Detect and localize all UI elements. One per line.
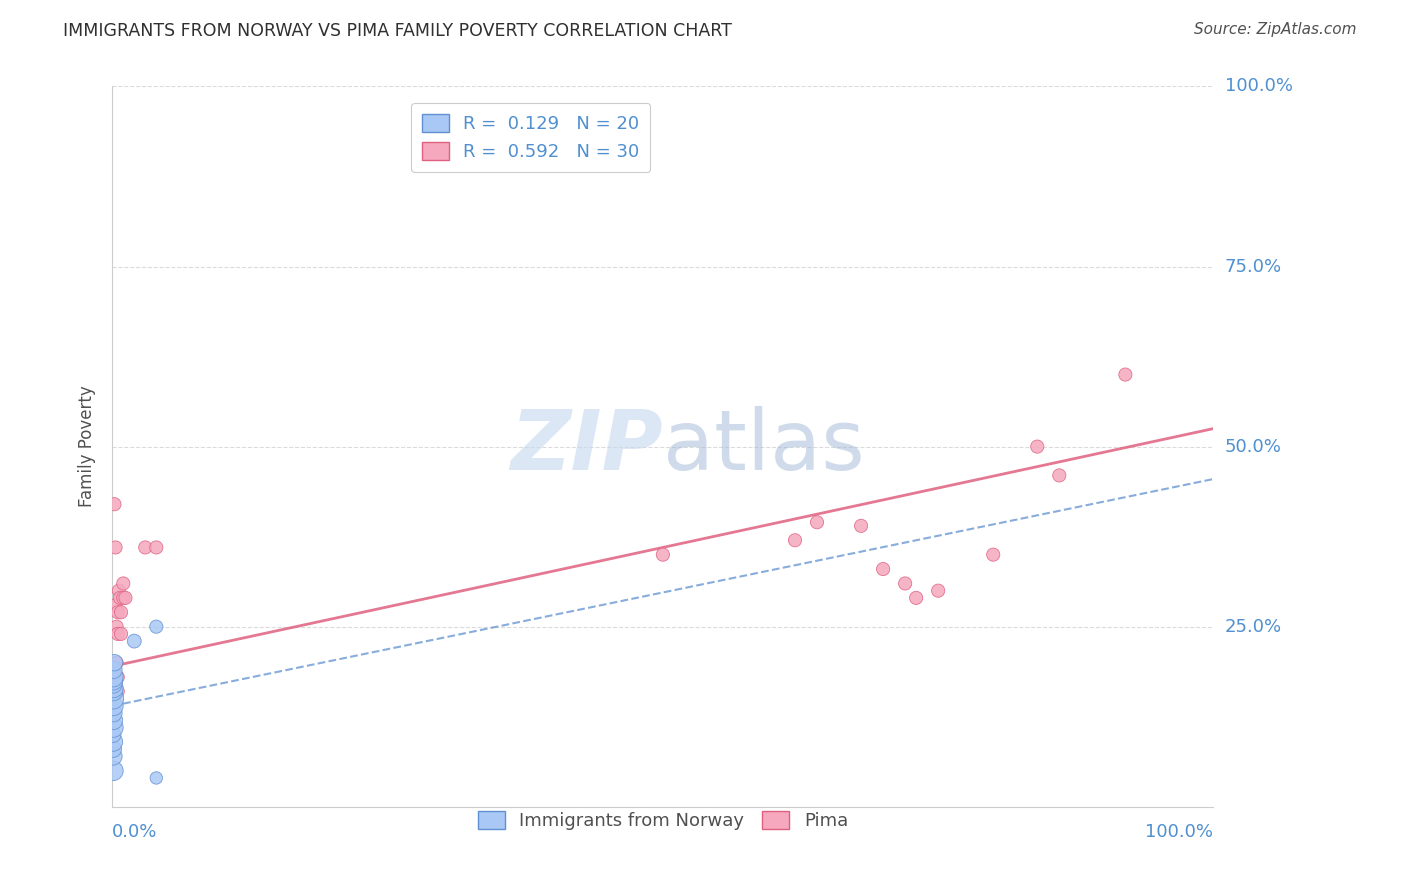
Text: 50.0%: 50.0% (1225, 438, 1281, 456)
Point (103, 681, 125, 695)
Point (107, 605, 129, 619)
Text: Source: ZipAtlas.com: Source: ZipAtlas.com (1194, 22, 1357, 37)
Y-axis label: Family Poverty: Family Poverty (79, 385, 96, 508)
Point (103, 670, 125, 684)
Point (145, 541, 167, 555)
Point (103, 677, 125, 691)
Point (1026, 440, 1049, 454)
Text: 100.0%: 100.0% (1225, 78, 1292, 95)
Point (981, 548, 1004, 562)
Point (112, 591, 135, 605)
Point (103, 698, 125, 713)
Point (905, 591, 928, 605)
Point (110, 627, 132, 641)
Text: 0.0%: 0.0% (112, 823, 157, 841)
Point (103, 691, 125, 706)
Point (145, 620, 167, 634)
Text: IMMIGRANTS FROM NORWAY VS PIMA FAMILY POVERTY CORRELATION CHART: IMMIGRANTS FROM NORWAY VS PIMA FAMILY PO… (63, 22, 733, 40)
Point (107, 684, 129, 698)
Point (103, 673, 125, 688)
Point (105, 620, 128, 634)
Point (107, 670, 129, 684)
Point (105, 656, 128, 670)
Point (104, 598, 127, 612)
Point (134, 541, 156, 555)
Point (894, 576, 917, 591)
Point (108, 583, 131, 598)
Text: ZIP: ZIP (510, 406, 662, 487)
Point (107, 627, 129, 641)
Text: 25.0%: 25.0% (1225, 617, 1282, 636)
Legend: Immigrants from Norway, Pima: Immigrants from Norway, Pima (471, 804, 855, 838)
Point (108, 591, 131, 605)
Point (651, 548, 673, 562)
Point (114, 591, 136, 605)
Point (103, 714, 125, 728)
Point (1114, 368, 1136, 382)
Point (103, 663, 125, 677)
Point (872, 562, 894, 576)
Point (103, 721, 125, 735)
Point (849, 519, 872, 533)
Text: 100.0%: 100.0% (1146, 823, 1213, 841)
Point (112, 576, 135, 591)
Point (103, 764, 125, 778)
Point (122, 634, 145, 648)
Point (103, 728, 125, 742)
Point (103, 656, 125, 670)
Point (1047, 468, 1070, 483)
Point (103, 735, 125, 749)
Text: atlas: atlas (662, 406, 865, 487)
Point (104, 541, 127, 555)
Text: 75.0%: 75.0% (1225, 258, 1282, 276)
Point (103, 684, 125, 698)
Point (103, 749, 125, 764)
Point (806, 515, 828, 529)
Point (145, 771, 167, 785)
Point (103, 497, 125, 511)
Point (103, 742, 125, 756)
Point (103, 706, 125, 720)
Point (783, 533, 806, 548)
Point (927, 583, 949, 598)
Point (110, 605, 132, 619)
